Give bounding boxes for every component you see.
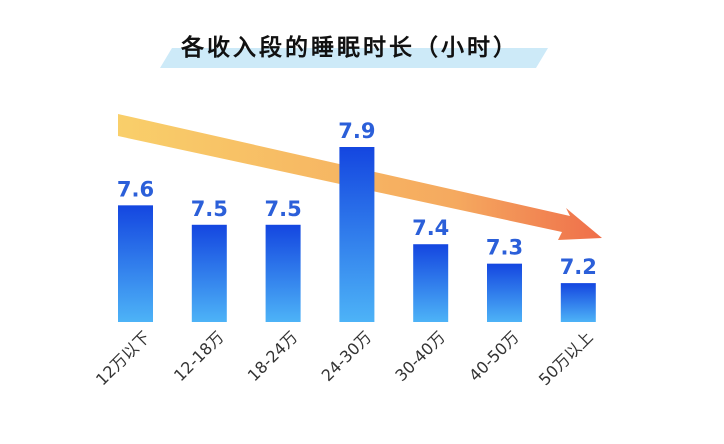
- value-label-2: 7.5: [264, 197, 301, 221]
- x-tick-label-6: 50万以上: [535, 327, 597, 389]
- chart-title: 各收入段的睡眠时长（小时）: [180, 34, 519, 61]
- x-tick-label-3: 24-30万: [318, 327, 376, 385]
- value-label-4: 7.4: [412, 216, 449, 240]
- value-label-1: 7.5: [191, 197, 228, 221]
- x-tick-label-1: 12-18万: [170, 327, 228, 385]
- bar-6: [560, 283, 596, 322]
- title-band: [160, 48, 548, 68]
- bar-5: [487, 263, 522, 322]
- bar-1: [191, 224, 227, 322]
- x-tick-label-0: 12万以下: [92, 327, 154, 389]
- value-label-3: 7.9: [338, 119, 375, 143]
- x-tick-label-5: 40-50万: [465, 327, 523, 385]
- value-label-5: 7.3: [486, 236, 523, 260]
- value-label-0: 7.6: [117, 177, 154, 201]
- x-tick-label-2: 18-24万: [244, 327, 302, 385]
- bar-2: [265, 224, 301, 322]
- value-label-6: 7.2: [560, 255, 597, 279]
- bar-4: [413, 244, 449, 322]
- bar-0: [118, 205, 153, 322]
- bar-3: [339, 147, 375, 322]
- x-tick-label-4: 30-40万: [391, 327, 449, 385]
